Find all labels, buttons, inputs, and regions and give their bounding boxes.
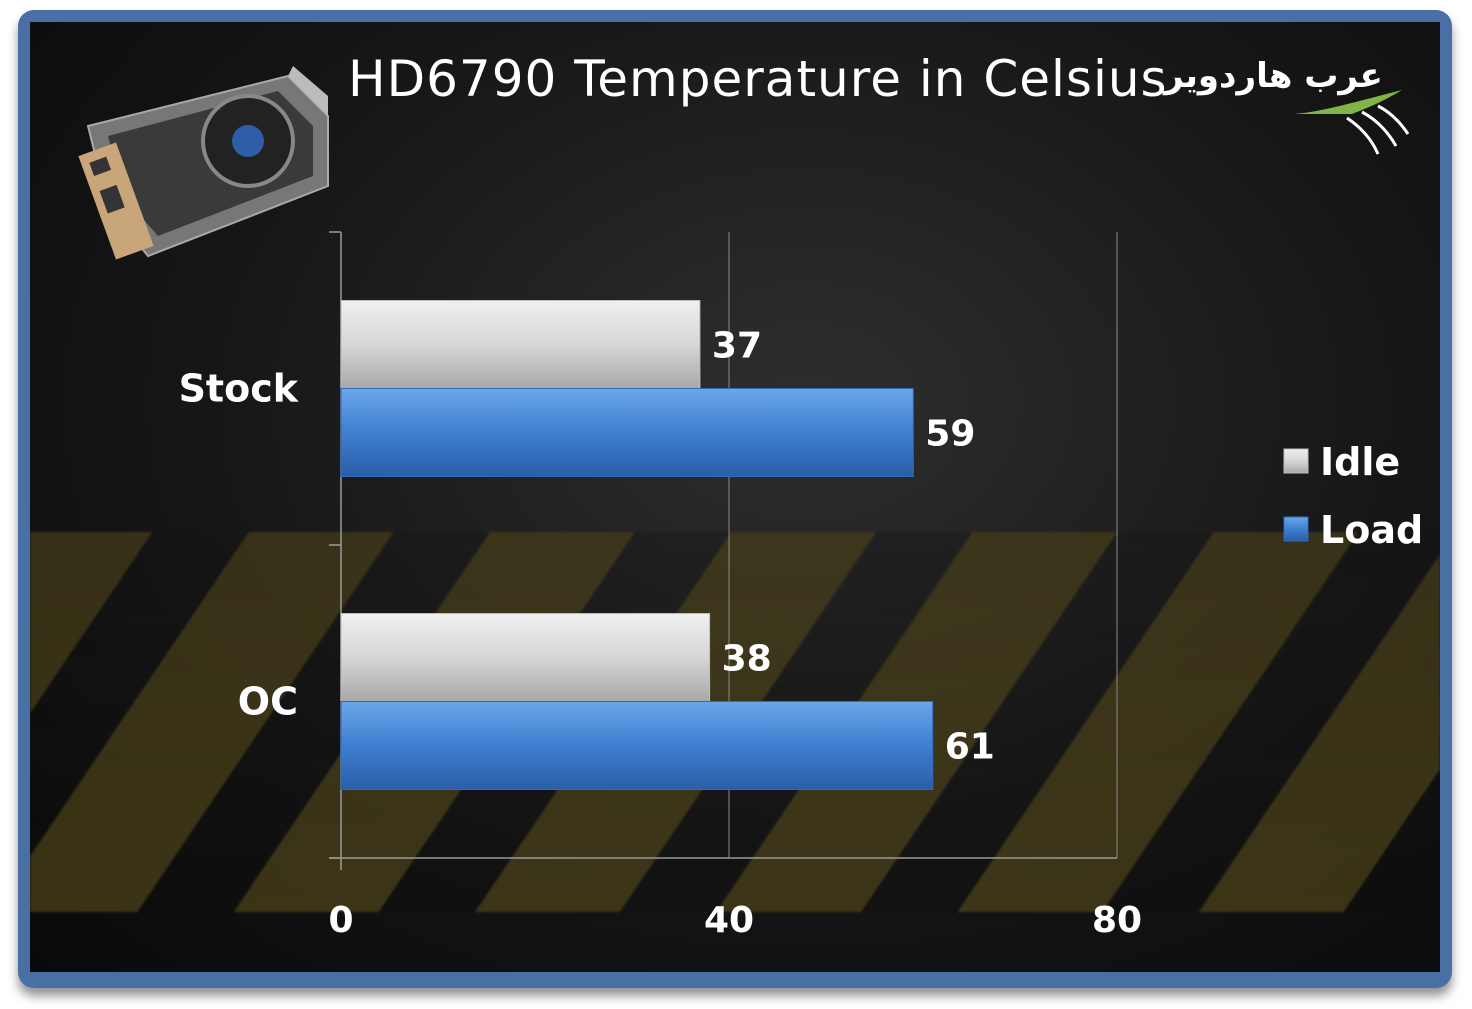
arch-swoosh-icon	[1292, 88, 1412, 163]
legend-swatch-load	[1283, 516, 1309, 542]
data-label: 38	[722, 639, 772, 680]
x-tick-label: 0	[328, 900, 353, 941]
x-tick-label: 80	[1092, 900, 1142, 941]
chart-title: HD6790 Temperature in Celsius	[348, 50, 1168, 108]
data-label: 61	[945, 727, 995, 768]
hazard-stripes-background	[30, 532, 1440, 912]
bars	[340, 300, 934, 790]
legend-label: Load	[1320, 508, 1423, 552]
legend: Idle Load	[1283, 440, 1423, 552]
data-labels: Stock 37 59 OC 38 61	[179, 326, 995, 768]
graphics-card-icon	[78, 56, 338, 281]
bar-load	[340, 701, 934, 790]
bar-load	[340, 388, 914, 477]
category-label: OC	[238, 680, 298, 724]
logo-text: عرب هاردوير	[1164, 56, 1383, 96]
data-label: 59	[925, 414, 975, 455]
bar-idle	[340, 300, 701, 389]
legend-label: Idle	[1320, 440, 1400, 484]
data-label: 37	[712, 326, 762, 367]
chart-panel: HD6790 Temperature in Celsius عرب هاردوي…	[30, 22, 1440, 972]
x-tick-label: 40	[704, 900, 754, 941]
category-label: Stock	[179, 367, 299, 411]
legend-swatch-idle	[1283, 448, 1309, 474]
bar-idle	[340, 613, 711, 702]
